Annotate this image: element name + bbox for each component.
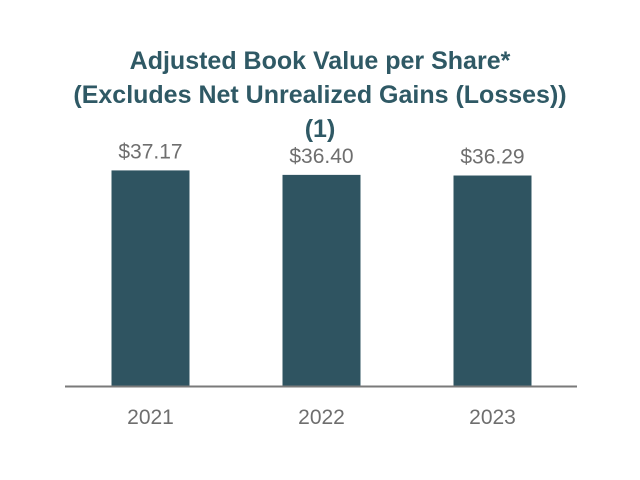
value-label-2023: $36.29 [460, 146, 524, 169]
value-label-2022: $36.40 [289, 145, 353, 168]
bars-group [111, 170, 532, 386]
bar-2022 [282, 174, 361, 386]
bar-2021 [111, 170, 190, 386]
value-label-2021: $37.17 [118, 140, 182, 163]
x-tick-label-2021: 2021 [127, 406, 174, 429]
bar-2023 [453, 175, 532, 386]
x-tick-label-2022: 2022 [298, 406, 345, 429]
chart-title: Adjusted Book Value per Share* (Excludes… [73, 47, 567, 143]
x-tick-label-2023: 2023 [469, 406, 516, 429]
labels-group: $37.17 2021 $36.40 2022 $36.29 2023 [118, 140, 524, 429]
